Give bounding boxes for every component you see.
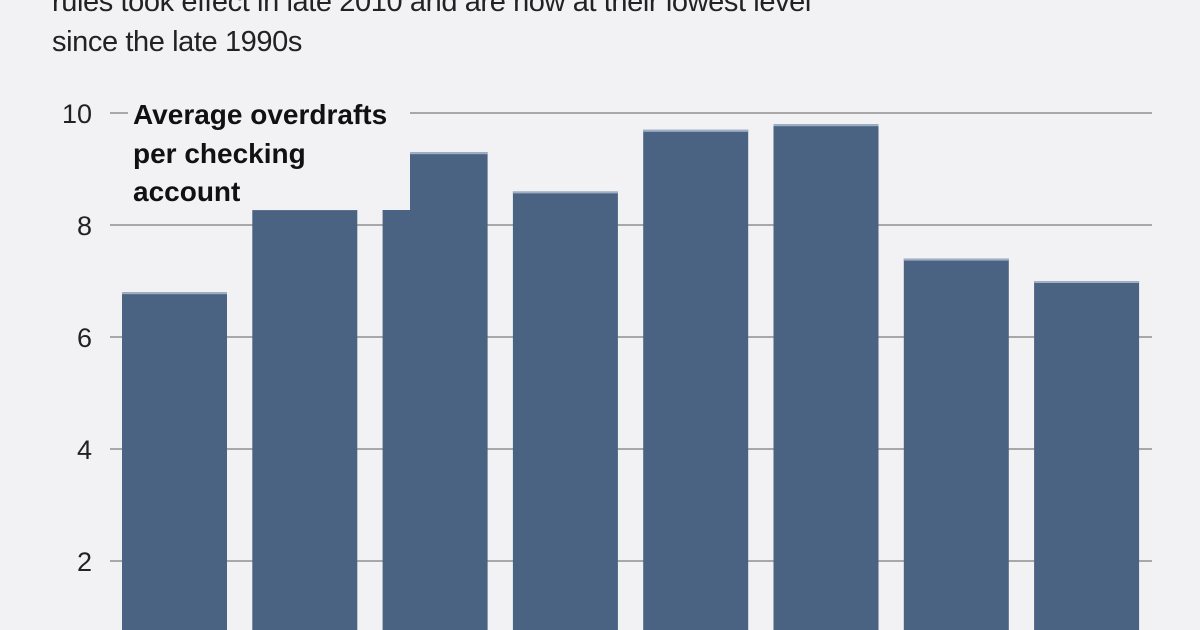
bar-top-edge	[773, 124, 879, 127]
bar-top-edge	[512, 191, 618, 194]
bar	[773, 124, 879, 630]
bar	[903, 258, 1009, 630]
ylabel-background	[128, 92, 410, 210]
bar-top-edge	[122, 292, 227, 295]
ylabel-line-3: account	[133, 176, 240, 207]
bar-top-edge	[643, 129, 749, 132]
bar	[643, 129, 749, 630]
y-tick-label: 10	[62, 99, 92, 129]
bar-top-edge	[1034, 281, 1140, 283]
y-tick-label: 6	[77, 323, 92, 353]
chart-subtitle: rules took effect in late 2010 and are n…	[52, 0, 811, 62]
y-tick-label: 4	[77, 435, 92, 465]
bar-top-edge	[903, 258, 1009, 261]
ylabel-line-2: per checking	[133, 138, 306, 169]
bar	[382, 152, 488, 630]
y-tick-label: 8	[77, 211, 92, 241]
bar-top-edge	[382, 152, 488, 155]
ylabel-line-1: Average overdrafts	[133, 99, 387, 130]
subtitle-line-2: since the late 1990s	[52, 26, 302, 58]
bar	[122, 292, 227, 630]
bar	[252, 208, 358, 630]
subtitle-line-1: rules took effect in late 2010 and are n…	[52, 0, 811, 18]
bar	[1034, 281, 1140, 630]
y-tick-label: 2	[77, 547, 92, 577]
bar	[512, 191, 618, 630]
